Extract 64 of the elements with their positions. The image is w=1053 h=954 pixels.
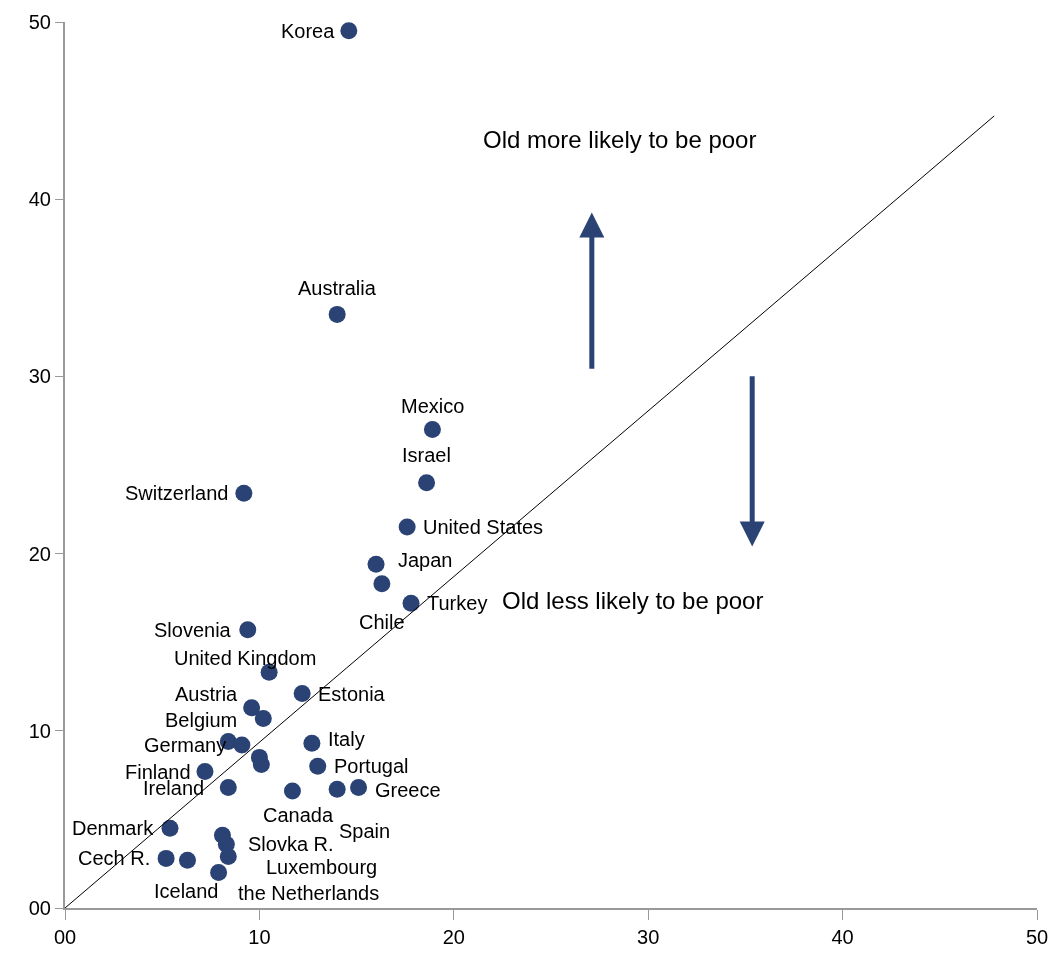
annotation: Korea [281, 20, 336, 42]
annotation: Slovenia [154, 619, 232, 641]
annotation: Austria [175, 683, 239, 705]
annotation: Italy [328, 728, 365, 750]
x-tick-label: 30 [637, 926, 660, 948]
point [178, 851, 196, 869]
point [328, 780, 346, 798]
annotation: Belgium [165, 709, 238, 731]
annotation: Cech R. [78, 847, 151, 869]
point [243, 699, 261, 717]
point [254, 709, 272, 727]
point [418, 474, 436, 492]
point [157, 849, 175, 867]
point [210, 864, 228, 882]
point [340, 22, 358, 40]
point [398, 518, 416, 536]
annotation: Old more likely to be poor [483, 126, 757, 153]
annotation: Switzerland [125, 482, 229, 504]
point [350, 779, 368, 796]
annotation: Turkey [427, 592, 488, 614]
x-tick-label: 00 [53, 926, 77, 948]
annotation: Canada [263, 804, 334, 826]
x-tick-label: 50 [1025, 926, 1049, 948]
annotation: Israel [402, 444, 451, 466]
y-tick-label: 30 [28, 365, 51, 388]
y-tick-label: 50 [28, 11, 51, 33]
annotation: Old less likely to be poor [502, 587, 764, 614]
point [423, 421, 441, 439]
annotation: the Netherlands [238, 882, 380, 904]
point [303, 734, 321, 752]
y-tick-label: 40 [28, 188, 51, 211]
y-tick-label: 10 [28, 719, 51, 742]
annotation: Spain [339, 820, 391, 842]
annotation: Mexico [401, 395, 465, 417]
annotation: Luxembourg [266, 856, 378, 878]
x-tick-label: 40 [831, 926, 854, 948]
point [235, 484, 253, 502]
point [293, 685, 311, 703]
point [196, 763, 214, 781]
annotation: Australia [298, 277, 377, 299]
y-tick-label: 00 [28, 897, 51, 919]
point [373, 575, 391, 593]
annotation: Denmark [72, 817, 155, 839]
x-tick-label: 10 [248, 926, 271, 948]
annotation: Estonia [318, 683, 386, 705]
point [328, 305, 346, 323]
point [239, 621, 257, 639]
annotation: Japan [398, 549, 453, 571]
point [402, 594, 420, 612]
annotation: Iceland [154, 880, 219, 902]
annotation: Germany [144, 734, 227, 756]
point [283, 782, 301, 800]
point [367, 555, 385, 573]
annotation: Greece [375, 779, 441, 801]
annotation: Slovka R. [248, 833, 334, 855]
y-tick-label: 20 [28, 542, 51, 565]
point [233, 736, 251, 754]
x-tick-label: 20 [442, 926, 465, 948]
point [219, 779, 237, 796]
point [161, 819, 179, 837]
point [219, 848, 237, 866]
point [309, 757, 327, 775]
annotation: Portugal [334, 755, 409, 777]
annotation: United Kingdom [174, 647, 317, 669]
